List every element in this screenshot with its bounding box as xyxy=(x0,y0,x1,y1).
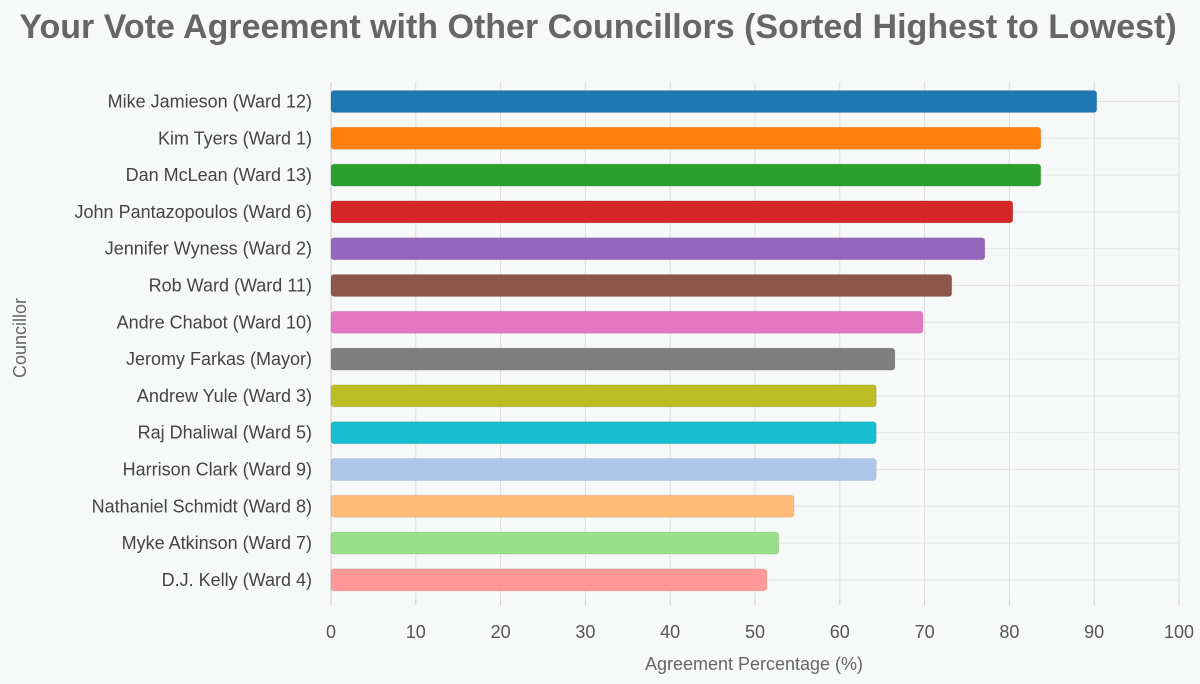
x-tick-label: 30 xyxy=(575,622,595,642)
grid-lines xyxy=(330,82,1180,605)
category-label: Myke Atkinson (Ward 7) xyxy=(122,533,312,553)
category-label: Jennifer Wyness (Ward 2) xyxy=(105,239,312,259)
category-label: Jeromy Farkas (Mayor) xyxy=(126,349,312,369)
category-label: John Pantazopoulos (Ward 6) xyxy=(75,202,312,222)
bar[interactable] xyxy=(330,90,1098,113)
x-axis-label: Agreement Percentage (%) xyxy=(645,654,863,674)
bar[interactable] xyxy=(330,421,877,445)
bar[interactable] xyxy=(330,494,795,518)
x-tick-label: 80 xyxy=(999,622,1019,642)
category-label: Dan McLean (Ward 13) xyxy=(126,165,312,185)
bar[interactable] xyxy=(330,163,1042,187)
x-tick-label: 50 xyxy=(745,622,765,642)
category-label: Raj Dhaliwal (Ward 5) xyxy=(138,423,312,443)
bar[interactable] xyxy=(330,310,924,334)
y-axis-label: Councillor xyxy=(10,298,30,378)
category-label: Andre Chabot (Ward 10) xyxy=(117,312,312,332)
bar[interactable] xyxy=(330,347,896,371)
bar[interactable] xyxy=(330,458,877,481)
bar[interactable] xyxy=(330,568,768,592)
category-label: Kim Tyers (Ward 1) xyxy=(158,128,312,148)
category-label: Mike Jamieson (Ward 12) xyxy=(108,92,312,112)
bar[interactable] xyxy=(330,274,953,297)
x-tick-label: 10 xyxy=(406,622,426,642)
bars xyxy=(330,90,1098,592)
chart-title: Your Vote Agreement with Other Councillo… xyxy=(19,8,1176,46)
category-label: Rob Ward (Ward 11) xyxy=(149,276,312,296)
bar[interactable] xyxy=(330,237,986,261)
x-tick-label: 60 xyxy=(830,622,850,642)
x-tick-label: 100 xyxy=(1164,622,1194,642)
x-tick-label: 20 xyxy=(491,622,511,642)
category-label: D.J. Kelly (Ward 4) xyxy=(162,570,312,590)
category-labels: Mike Jamieson (Ward 12) Kim Tyers (Ward 1… xyxy=(75,92,312,590)
bar[interactable] xyxy=(330,384,877,408)
bar[interactable] xyxy=(330,126,1042,150)
x-tick-labels: 0 10 20 30 40 50 60 70 80 90 100 xyxy=(326,622,1194,642)
x-tick-label: 70 xyxy=(915,622,935,642)
category-label: Harrison Clark (Ward 9) xyxy=(123,460,312,480)
x-tick-label: 90 xyxy=(1084,622,1104,642)
x-tick-label: 0 xyxy=(326,622,336,642)
bar[interactable] xyxy=(330,531,780,555)
category-label: Nathaniel Schmidt (Ward 8) xyxy=(92,496,312,516)
category-label: Andrew Yule (Ward 3) xyxy=(137,386,312,406)
x-tick-label: 40 xyxy=(660,622,680,642)
bar[interactable] xyxy=(330,200,1014,224)
